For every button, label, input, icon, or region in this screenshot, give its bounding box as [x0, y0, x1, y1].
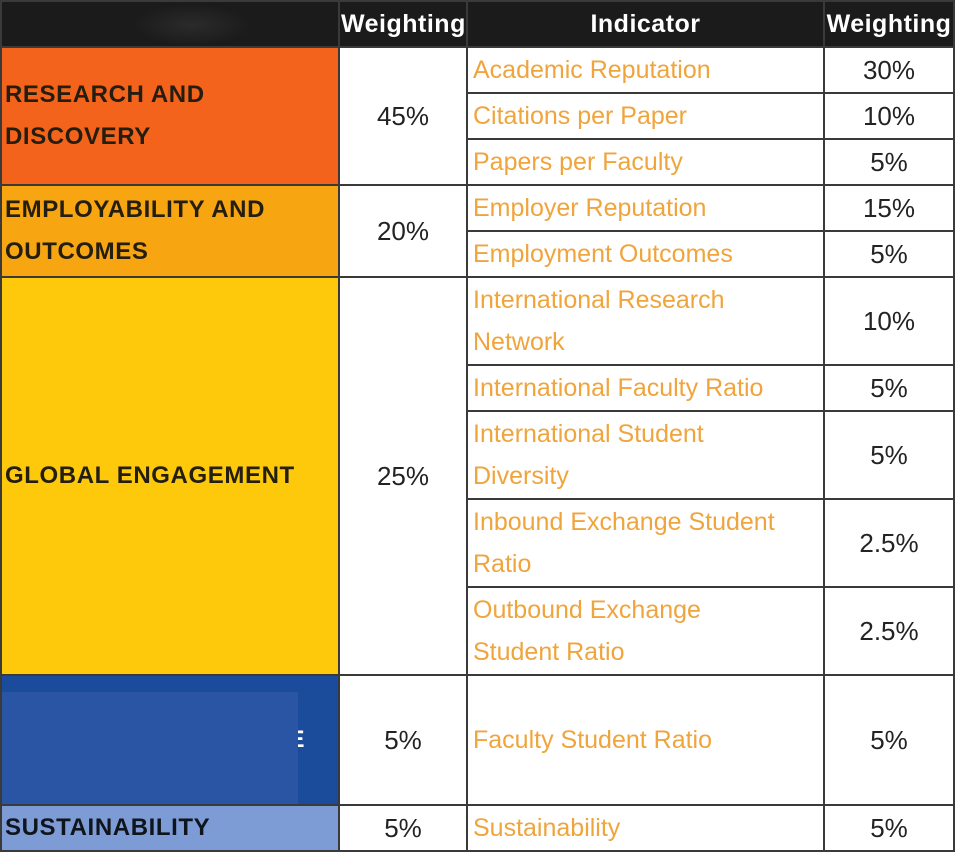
table-row: Papers per Faculty 5%: [1, 138, 955, 186]
indicator-cell: Citations per Paper: [466, 92, 825, 140]
indicator-cell: Sustainability: [466, 804, 825, 852]
header-row: Weighting Indicator Weighting: [0, 0, 955, 48]
indicator-weight-cell: 5%: [823, 138, 955, 186]
table-row: International Student Diversity 5%: [1, 410, 955, 500]
table-row: GLOBAL ENGAGEMENT 25% International Rese…: [0, 276, 955, 676]
indicator-cell: Employer Reputation: [466, 184, 825, 232]
category-weight-cell: 20%: [338, 184, 468, 278]
category-cell-sustainability: SUSTAINABILITY: [0, 804, 340, 852]
indicator-weight-cell: 2.5%: [823, 586, 955, 676]
indicator-weight-cell: 15%: [823, 184, 955, 232]
table-row: LEARNING EXPERIENCE 5% Faculty Student R…: [0, 674, 955, 806]
table-row: Outbound Exchange Student Ratio 2.5%: [1, 586, 955, 676]
table-row: EMPLOYABILITY AND OUTCOMES 20% Employer …: [0, 184, 955, 278]
indicator-cell: International Student Diversity: [466, 410, 825, 500]
category-cell-global-engagement: GLOBAL ENGAGEMENT: [0, 276, 340, 676]
indicator-cell: Papers per Faculty: [466, 138, 825, 186]
indicator-weight-cell: 5%: [823, 364, 955, 412]
indicator-cell: Employment Outcomes: [466, 230, 825, 278]
category-weight-cell: 5%: [338, 804, 468, 852]
indicator-cell: Outbound Exchange Student Ratio: [466, 586, 825, 676]
indicator-cell: Faculty Student Ratio: [466, 674, 825, 806]
header-cell-indicator-weighting: Weighting: [823, 0, 955, 48]
indicator-weight-cell: 10%: [823, 276, 955, 366]
table-row: RESEARCH AND DISCOVERY 45% Academic Repu…: [0, 46, 955, 186]
header-cell-indicator: Indicator: [466, 0, 825, 48]
category-weight-cell: 5%: [338, 674, 468, 806]
indicator-weight-cell: 5%: [823, 804, 955, 852]
category-weight-cell: 25%: [338, 276, 468, 676]
indicator-weight-cell: 5%: [823, 230, 955, 278]
table-row: SUSTAINABILITY 5% Sustainability 5%: [0, 804, 955, 852]
redaction-overlay: [3, 692, 298, 803]
indicator-weight-cell: 10%: [823, 92, 955, 140]
indicator-weight-cell: 2.5%: [823, 498, 955, 588]
indicator-weight-cell: 30%: [823, 46, 955, 94]
indicator-cell: Academic Reputation: [466, 46, 825, 94]
category-weight-cell: 45%: [338, 46, 468, 186]
category-cell-research-and-discovery: RESEARCH AND DISCOVERY: [0, 46, 340, 186]
header-cell-category: [0, 0, 340, 48]
category-cell-learning-experience: LEARNING EXPERIENCE: [0, 674, 340, 806]
indicator-cell: Inbound Exchange Student Ratio: [466, 498, 825, 588]
table-row: Citations per Paper 10%: [1, 92, 955, 140]
table-row: Employment Outcomes 5%: [1, 230, 955, 278]
category-cell-employability-and-outcomes: EMPLOYABILITY AND OUTCOMES: [0, 184, 340, 278]
table-row: Inbound Exchange Student Ratio 2.5%: [1, 498, 955, 588]
indicator-cell: International Research Network: [466, 276, 825, 366]
indicator-weight-cell: 5%: [823, 410, 955, 500]
indicator-weight-cell: 5%: [823, 674, 955, 806]
table-row: International Faculty Ratio 5%: [1, 364, 955, 412]
header-cell-weighting: Weighting: [338, 0, 468, 48]
header-smudge: [132, 4, 252, 45]
indicator-cell: International Faculty Ratio: [466, 364, 825, 412]
